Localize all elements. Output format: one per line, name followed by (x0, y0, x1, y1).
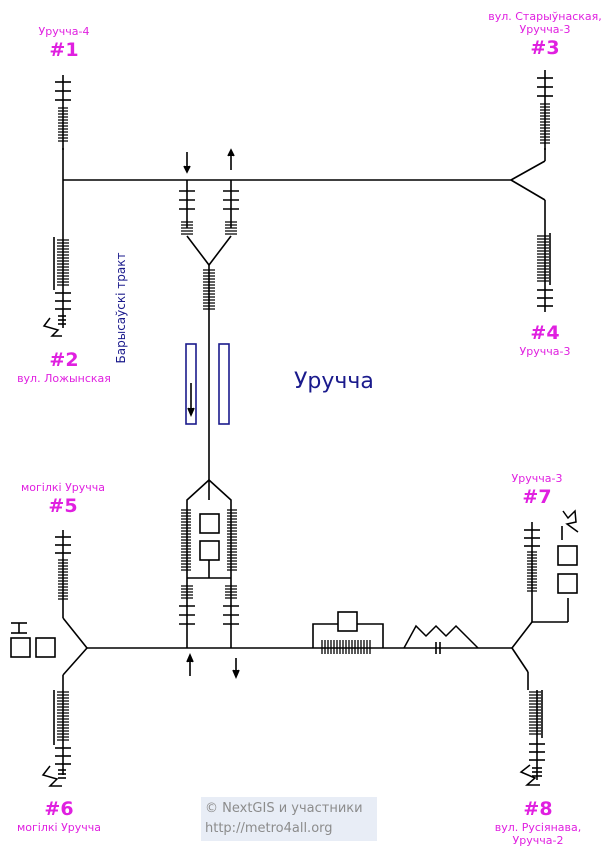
exit-8-destination-street: вул. Русіянава, (494, 821, 582, 834)
exit-4-stairs (537, 230, 553, 312)
exit-3-stairs (537, 70, 553, 150)
exit-5-stairs (55, 530, 71, 618)
platform-direction-arrow (187, 383, 195, 418)
exit-2-number: #2 (49, 349, 79, 371)
platform-pillars (185, 343, 230, 425)
exit-6-label[interactable]: #6 могілкі Уручча (6, 797, 112, 834)
exit-6-stairs (41, 675, 71, 787)
exit-4-number: #4 (530, 322, 560, 344)
exit-1-stairs (55, 75, 71, 150)
central-escalator (203, 265, 215, 480)
credit-box: © NextGIS и участники http://metro4all.o… (201, 797, 377, 841)
exit-1-number: #1 (49, 39, 79, 61)
exit-7-stairs (524, 509, 579, 623)
exit-8-destination-district: Уручча-2 (512, 834, 564, 847)
exit-2-label[interactable]: #2 вул. Ложынская (12, 348, 116, 385)
upper-turnstiles (179, 148, 239, 267)
exit-3-number: #3 (530, 37, 560, 59)
exit-2-stairs (42, 235, 71, 337)
exit-7-label[interactable]: Уручча-3 #7 (496, 472, 578, 509)
station-title: Уручча (294, 369, 374, 394)
platform-street-label: Барысаўскі тракт (114, 252, 128, 364)
exit-5-number: #5 (48, 495, 78, 517)
exit-7-number: #7 (522, 486, 552, 508)
exit-5-label[interactable]: могілкі Уручча #5 (10, 481, 116, 518)
exit-4-destination: Уручча-3 (519, 345, 571, 358)
exit-4-label[interactable]: #4 Уручча-3 (504, 321, 586, 358)
upper-corridor (62, 148, 546, 235)
exit-1-destination: Уручча-4 (38, 25, 90, 38)
exit-1-label[interactable]: Уручча-4 #1 (23, 25, 105, 62)
exit-8-label[interactable]: #8 вул. Русіянава, Уручча-2 (478, 797, 598, 847)
exit-3-label[interactable]: вул. Старыўнаская, Уручча-3 #3 (480, 10, 610, 60)
exit-6-number: #6 (44, 798, 74, 820)
credit-copyright: © NextGIS и участники (205, 801, 363, 816)
lower-corridor (62, 617, 533, 676)
left-doors (10, 622, 56, 658)
exit-6-destination: могілкі Уручча (16, 821, 102, 834)
exit-8-number: #8 (523, 798, 553, 820)
exit-3-destination-district: Уручча-3 (519, 23, 571, 36)
exit-2-destination: вул. Ложынская (17, 372, 111, 385)
exit-8-stairs (519, 672, 545, 786)
lower-vestibule (179, 479, 240, 680)
corridor-passage-gates (312, 611, 479, 654)
exit-7-destination: Уручча-3 (511, 472, 563, 485)
exit-3-destination-street: вул. Старыўнаская, (488, 10, 602, 23)
exit-5-destination: могілкі Уручча (20, 481, 106, 494)
credit-link[interactable]: http://metro4all.org (205, 821, 333, 836)
